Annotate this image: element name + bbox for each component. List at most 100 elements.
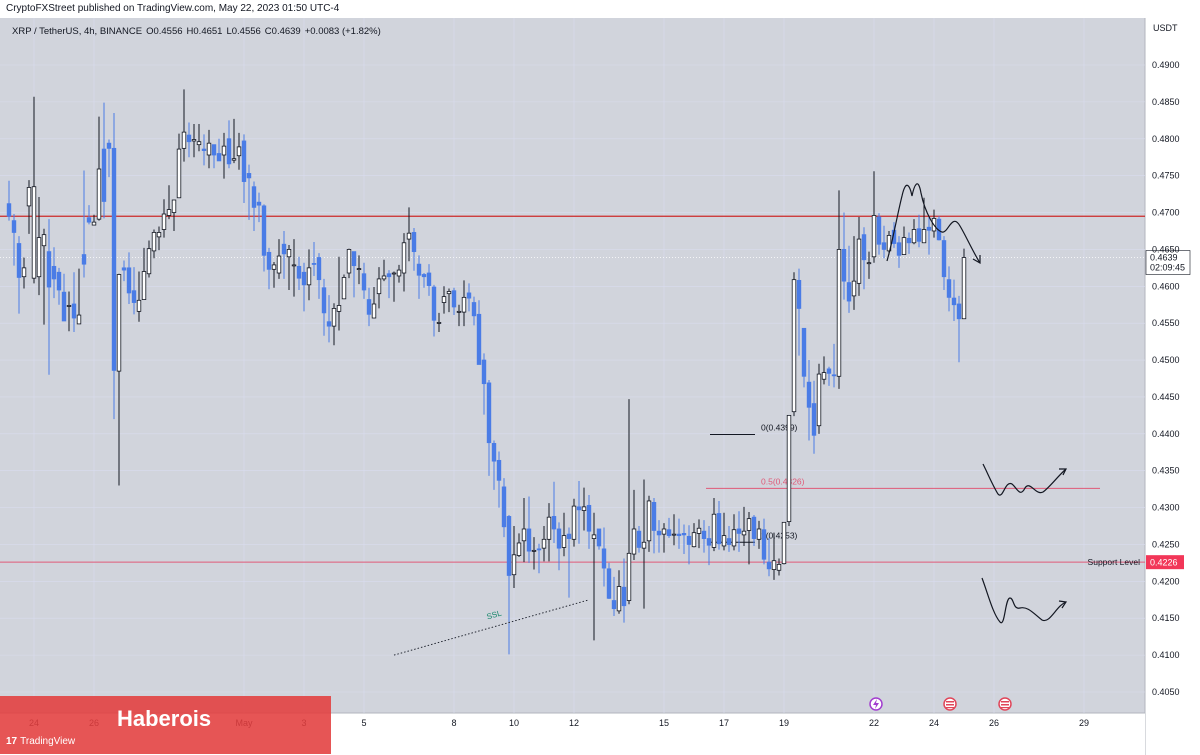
candle bbox=[641, 479, 647, 609]
price-tick-label: 0.4700 bbox=[1152, 208, 1180, 218]
candle bbox=[911, 219, 917, 245]
candle-body bbox=[206, 142, 212, 156]
price-tick-label: 0.4050 bbox=[1152, 687, 1180, 697]
currency-label: USDT bbox=[1153, 23, 1178, 33]
price-tick-label: 0.4300 bbox=[1152, 503, 1180, 513]
candle-body bbox=[651, 502, 657, 531]
candle bbox=[601, 527, 607, 587]
candle-body bbox=[921, 229, 927, 244]
candle bbox=[121, 260, 127, 282]
plot-area[interactable] bbox=[0, 18, 1145, 713]
legend-symbol: XRP / TetherUS, 4h, BINANCE bbox=[12, 26, 142, 37]
candle-body bbox=[6, 203, 12, 217]
candle bbox=[766, 537, 772, 577]
price-axis[interactable] bbox=[1145, 18, 1200, 713]
projection-drawings bbox=[886, 183, 1068, 624]
candle bbox=[26, 180, 32, 234]
candle bbox=[881, 225, 887, 259]
candle-body bbox=[516, 542, 522, 556]
candle bbox=[261, 204, 267, 272]
candle-body bbox=[876, 216, 882, 245]
support-level-label: Support Level bbox=[1088, 557, 1141, 567]
candle-body bbox=[306, 267, 312, 286]
us-flag-event-icon[interactable] bbox=[998, 697, 1012, 711]
candle bbox=[896, 236, 902, 268]
candle bbox=[571, 498, 577, 547]
candle bbox=[281, 230, 287, 279]
candle-body bbox=[186, 134, 192, 143]
projection-arrow-middle bbox=[1059, 468, 1067, 476]
candle bbox=[531, 537, 537, 570]
candle-body bbox=[451, 290, 457, 308]
candle-body bbox=[311, 263, 317, 265]
candle-body bbox=[101, 148, 107, 202]
candle bbox=[771, 532, 777, 580]
legend-change: +0.0083 (+1.82%) bbox=[305, 26, 381, 37]
candle-body bbox=[161, 213, 167, 230]
candle bbox=[311, 242, 317, 276]
chart-container[interactable]: Support Level 0.4226 0.4639 02:09:45 0(0.43… bbox=[0, 18, 1200, 755]
candle-body bbox=[926, 226, 932, 231]
candle bbox=[761, 518, 767, 565]
candle bbox=[656, 520, 662, 553]
candle bbox=[176, 133, 182, 199]
candle bbox=[551, 481, 557, 543]
candle-body bbox=[666, 529, 672, 537]
time-tick-label: 10 bbox=[509, 718, 519, 728]
candle-body bbox=[131, 290, 137, 303]
candle bbox=[676, 518, 682, 549]
candle-body bbox=[546, 516, 552, 540]
candle-body bbox=[501, 486, 507, 528]
candle-body bbox=[961, 257, 967, 320]
candle bbox=[41, 228, 47, 325]
candle bbox=[356, 255, 362, 285]
candle bbox=[271, 261, 277, 288]
candle-body bbox=[36, 237, 42, 278]
candle bbox=[556, 522, 562, 571]
candle-body bbox=[436, 322, 442, 324]
candle-body bbox=[141, 271, 147, 300]
candle-body bbox=[231, 158, 237, 161]
candle-body bbox=[461, 296, 467, 313]
candle-body bbox=[216, 153, 222, 162]
candle-body bbox=[801, 327, 807, 377]
time-tick-label: 17 bbox=[719, 718, 729, 728]
candle-body bbox=[11, 220, 17, 233]
legend-line: XRP / TetherUS, 4h, BINANCE O0.4556 H0.465… bbox=[12, 26, 381, 37]
time-tick-label: 19 bbox=[779, 718, 789, 728]
candle-body bbox=[341, 277, 347, 300]
us-flag-event-icon[interactable] bbox=[943, 697, 957, 711]
tradingview-logo: 17 TradingView bbox=[6, 736, 75, 747]
candle bbox=[476, 300, 482, 365]
ssl-trendline: SSL bbox=[393, 599, 590, 656]
candle-body bbox=[481, 359, 487, 385]
candle-body bbox=[86, 217, 92, 223]
candle-body bbox=[176, 148, 182, 199]
candle bbox=[536, 543, 542, 574]
candle bbox=[726, 526, 732, 552]
event-markers[interactable] bbox=[869, 697, 1012, 711]
candle-body bbox=[191, 139, 197, 142]
legend-open: O0.4556 bbox=[146, 26, 182, 37]
candle-body bbox=[576, 506, 582, 511]
candle-body bbox=[51, 265, 57, 280]
candle-body bbox=[316, 257, 322, 281]
candle-body bbox=[201, 148, 207, 151]
candle bbox=[446, 288, 452, 313]
candle-body bbox=[716, 513, 722, 545]
projection-arrow-bottom bbox=[1058, 600, 1068, 609]
lightning-event-icon[interactable] bbox=[869, 697, 883, 711]
time-tick-label: 5 bbox=[361, 718, 366, 728]
publish-info: CryptoFXStreet published on TradingView.… bbox=[6, 3, 340, 14]
candle-body bbox=[491, 443, 497, 462]
candle bbox=[936, 216, 942, 241]
candle bbox=[66, 291, 72, 332]
candle-body bbox=[706, 538, 712, 546]
candle-body bbox=[776, 563, 782, 571]
candle bbox=[161, 199, 167, 238]
candle-body bbox=[71, 303, 77, 319]
candle bbox=[336, 256, 342, 331]
candle bbox=[96, 116, 102, 221]
candle bbox=[801, 327, 807, 388]
